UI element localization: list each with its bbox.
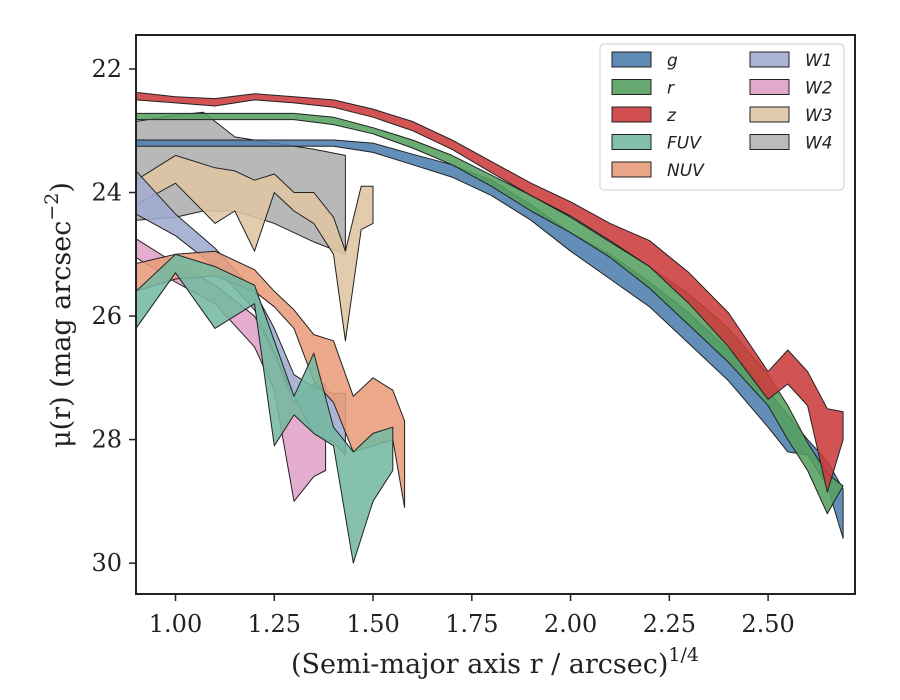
x-tick-label: 2.50	[741, 610, 794, 638]
legend-label-w1: W1	[805, 51, 833, 71]
legend-label-fuv: FUV	[667, 134, 702, 154]
legend-swatch-r	[611, 79, 652, 95]
legend-label-nuv: NUV	[667, 161, 705, 181]
x-tick-label: 2.25	[643, 610, 696, 638]
legend-label-w3: W3	[805, 106, 833, 126]
x-axis-label: (Semi-major axis r / arcsec)1/4	[291, 644, 699, 680]
legend-label-w2: W2	[805, 79, 833, 99]
y-tick-label: 30	[91, 549, 122, 577]
legend: grz FUV NUV W1 W2 W3 W4	[599, 43, 845, 191]
legend-label-w4: W4	[805, 134, 833, 154]
band-fuv	[136, 253, 394, 564]
x-tick-label: 1.25	[248, 610, 301, 638]
legend-label-z: z	[666, 106, 677, 126]
y-axis-label: μ(r) (mag arcsec−2)	[41, 182, 77, 448]
band-w3	[136, 154, 374, 342]
y-tick-label: 26	[91, 302, 122, 330]
plot-frame	[135, 34, 856, 595]
y-tick-label: 24	[91, 179, 122, 207]
legend-swatch-g	[611, 51, 652, 68]
legend-swatch-w1	[749, 51, 790, 68]
x-tick-label: 2.00	[544, 610, 597, 638]
legend-swatch-w3	[749, 106, 790, 123]
legend-swatch-w2	[749, 79, 790, 95]
legend-swatch-z	[611, 106, 652, 123]
legend-swatch-fuv	[611, 134, 652, 150]
x-tick-label: 1.50	[346, 610, 399, 638]
band-g	[136, 139, 844, 539]
legend-label-r: r	[667, 79, 675, 99]
y-tick-label: 28	[91, 426, 122, 454]
y-tick-label: 22	[91, 55, 122, 83]
band-z	[136, 91, 844, 493]
ticks-group: 1.00 1.25 1.50 1.75 2.00 2.25 2.50 22 24 26 28 30	[91, 55, 794, 638]
bands-group	[136, 91, 844, 564]
legend-label-g: g	[667, 51, 678, 71]
x-tick-label: 1.75	[445, 610, 498, 638]
legend-swatch-w4	[749, 134, 790, 150]
x-tick-label: 1.00	[149, 610, 202, 638]
legend-swatch-nuv	[611, 161, 652, 178]
legend-items: grz FUV NUV W1 W2 W3 W4	[611, 51, 833, 181]
